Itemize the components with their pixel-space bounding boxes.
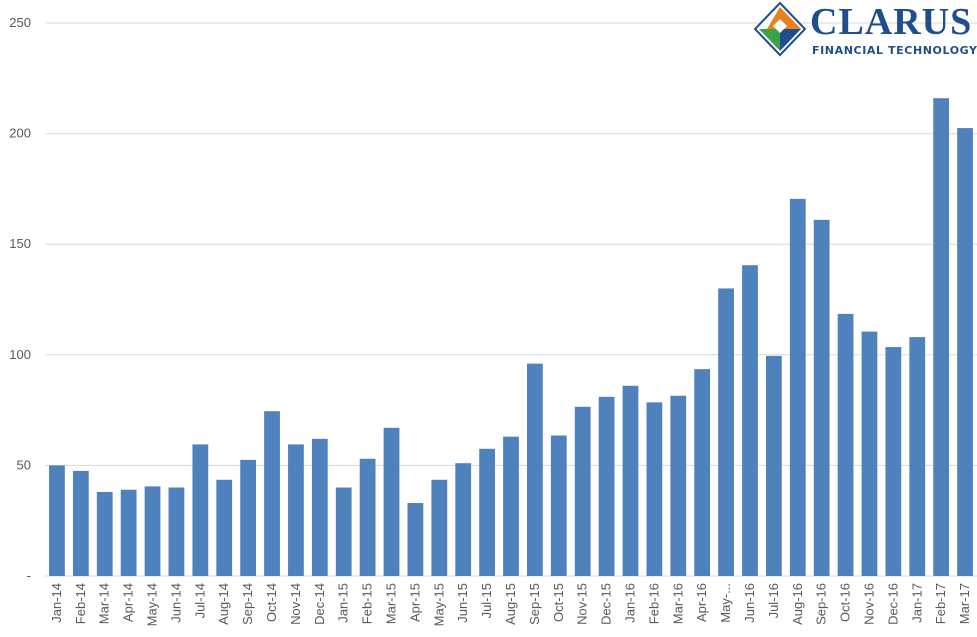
x-tick-label: Aug-16: [790, 583, 805, 625]
bar: [216, 479, 233, 576]
bar: [192, 444, 209, 576]
x-tick-label: Jan-17: [909, 583, 924, 623]
x-tick-label: Feb-16: [646, 583, 661, 624]
bar: [765, 355, 782, 576]
y-tick-label: 100: [9, 347, 31, 362]
bar: [813, 219, 830, 577]
bar: [670, 395, 687, 576]
x-tick-label: May-...: [718, 583, 733, 623]
bar: [359, 458, 376, 576]
bar: [885, 347, 902, 576]
x-tick-label: Nov-16: [861, 583, 876, 625]
bar: [144, 486, 161, 576]
x-tick-label: Jun-15: [455, 583, 470, 623]
x-tick-label: Mar-14: [97, 583, 112, 624]
bar: [527, 363, 543, 576]
logo-tagline: FINANCIAL TECHNOLOGY: [812, 44, 977, 57]
x-tick-label: Mar-16: [670, 583, 685, 624]
bar: [861, 331, 878, 576]
x-tick-label: Sep-16: [814, 583, 829, 625]
x-tick-label: Jun-16: [742, 583, 757, 623]
x-tick-label: Feb-17: [933, 583, 948, 624]
bar: [72, 470, 89, 576]
x-tick-label: Sep-14: [240, 583, 255, 625]
bar: [264, 411, 280, 576]
bar: [909, 337, 926, 576]
bar: [598, 396, 615, 576]
y-tick-label: 50: [17, 457, 31, 472]
bar: [718, 288, 734, 576]
x-tick-label: Oct-14: [264, 583, 279, 622]
bar: [49, 465, 65, 576]
bar: [622, 385, 639, 576]
bar: [120, 489, 137, 576]
x-tick-label: Apr-16: [694, 583, 709, 622]
x-tick-label: Dec-15: [599, 583, 614, 625]
x-tick-label: Dec-16: [885, 583, 900, 625]
bars: [49, 98, 973, 577]
y-tick-label: 200: [9, 126, 31, 141]
bar: [550, 435, 567, 576]
x-tick-label: Nov-15: [575, 583, 590, 625]
bar: [646, 402, 663, 576]
bar: [694, 369, 711, 576]
x-tick-label: Jan-14: [49, 583, 64, 623]
bar: [431, 479, 448, 576]
bar: [407, 503, 424, 576]
y-tick-label: -: [27, 568, 31, 583]
bar: [957, 128, 973, 576]
x-tick-label: Jul-14: [192, 583, 207, 618]
x-tick-label: Mar-17: [957, 583, 972, 624]
x-tick-label: Aug-15: [503, 583, 518, 625]
x-tick-label: Feb-15: [360, 583, 375, 624]
bar: [335, 487, 352, 576]
clarus-diamond-icon: [754, 2, 806, 57]
bar: [479, 448, 495, 576]
bar: [789, 198, 806, 576]
bar: [96, 491, 113, 576]
x-tick-label: Oct-16: [838, 583, 853, 622]
clarus-logo: CLARUS FINANCIAL TECHNOLOGY: [754, 1, 977, 64]
bar: [240, 459, 257, 576]
x-tick-label: May-14: [145, 583, 160, 626]
x-tick-label: Oct-15: [551, 583, 566, 622]
bar: [574, 406, 591, 576]
x-tick-label: Mar-15: [384, 583, 399, 624]
bar: [933, 98, 950, 576]
logo-wordmark: CLARUS: [810, 1, 973, 43]
y-tick-label: 250: [9, 15, 31, 30]
x-tick-label: Nov-14: [288, 583, 303, 625]
x-tick-label: Dec-14: [312, 583, 327, 625]
bar: [383, 427, 400, 576]
x-tick-label: Jan-16: [622, 583, 637, 623]
x-tick-label: Aug-14: [216, 583, 231, 625]
x-tick-label: Jul-16: [766, 583, 781, 618]
bar: [503, 436, 519, 576]
x-tick-label: May-15: [431, 583, 446, 626]
bar: [311, 438, 328, 576]
bar: [742, 265, 758, 576]
y-tick-label: 150: [9, 236, 31, 251]
bar: [837, 313, 854, 576]
bar: [288, 444, 304, 576]
bar: [455, 463, 472, 576]
bar: [168, 487, 185, 576]
x-axis-ticks: Jan-14 Feb-14 Mar-14 Apr-14 May-14 Jun-14 Jul-…: [49, 583, 972, 626]
x-tick-label: Jun-14: [168, 583, 183, 623]
x-tick-label: Feb-14: [73, 583, 88, 624]
x-tick-label: Jan-15: [336, 583, 351, 623]
x-tick-label: Jul-15: [479, 583, 494, 618]
x-tick-label: Apr-15: [407, 583, 422, 622]
x-tick-label: Apr-14: [121, 583, 136, 622]
x-tick-label: Sep-15: [527, 583, 542, 625]
y-axis-ticks: - 50 100 150 200 250: [9, 15, 31, 583]
